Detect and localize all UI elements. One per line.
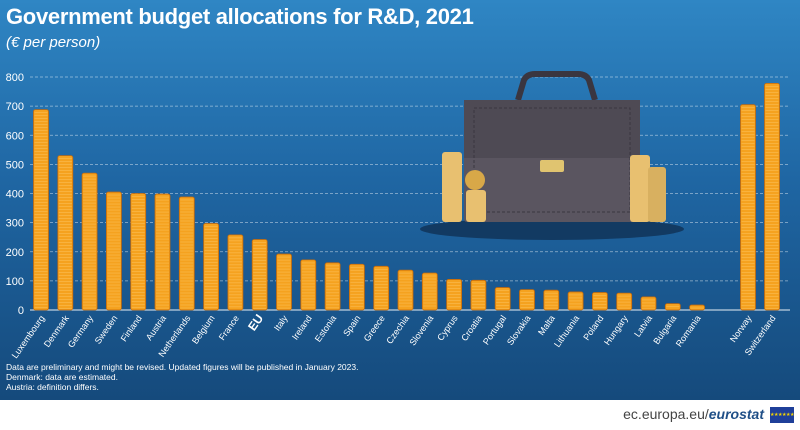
bar-norway: [740, 104, 756, 311]
bar-chart: 0 100 200 300 400 500 600 700 800 LuxembourgDenm…: [6, 71, 780, 360]
y-tick-labels: 0 100 200 300 400 500 600 700 800: [6, 72, 24, 317]
x-tick-label: Poland: [581, 313, 605, 342]
bar-denmark: [57, 155, 74, 311]
bar-italy: [276, 253, 292, 311]
chart-subtitle: (€ per person): [6, 34, 101, 51]
x-tick-label: Lithuania: [552, 313, 581, 349]
bar-latvia: [640, 296, 657, 311]
bar-belgium: [203, 223, 220, 311]
bar-spain: [348, 263, 365, 311]
coin-standing: [465, 170, 485, 190]
shadow-ellipse: [420, 218, 684, 240]
bar-portugal: [494, 287, 511, 311]
coin-stack-small: [466, 190, 486, 222]
briefcase-illustration: [420, 71, 684, 240]
bar-romania: [689, 304, 705, 311]
bar-france: [227, 234, 244, 311]
y-tick-label: 700: [6, 101, 24, 113]
bars: [33, 83, 780, 311]
briefcase-clasp: [540, 160, 564, 172]
x-tick-label: Italy: [272, 313, 290, 333]
x-tick-label: EU: [245, 312, 266, 334]
x-tick-label: Malta: [536, 313, 557, 337]
bar-ireland: [300, 259, 317, 311]
x-tick-label: Austria: [144, 313, 168, 342]
bar-hungary: [616, 292, 633, 311]
footnote-austria: Austria: definition differs.: [6, 382, 99, 392]
x-tick-label: Ireland: [290, 313, 314, 341]
chart-title: Government budget allocations for R&D, 2…: [6, 4, 474, 29]
eu-flag-icon: ★★★★★★: [770, 407, 794, 423]
bar-austria: [154, 193, 171, 311]
footer-bar: ec.europa.eu/eurostat ★★★★★★: [0, 400, 800, 430]
x-tick-label: Belgium: [190, 313, 217, 345]
y-tick-label: 500: [6, 159, 24, 171]
y-tick-label: 0: [18, 305, 24, 317]
bar-netherlands: [178, 196, 195, 311]
coin-stack-left: [442, 152, 462, 222]
y-tick-label: 600: [6, 130, 24, 142]
x-tick-label: Slovenia: [407, 313, 435, 347]
footnotes: Data are preliminary and might be revise…: [6, 362, 358, 392]
y-tick-label: 800: [6, 72, 24, 84]
chart-panel: Government budget allocations for R&D, 2…: [0, 0, 800, 400]
y-tick-label: 100: [6, 276, 24, 288]
x-tick-label: Romania: [674, 313, 703, 348]
x-tick-label: Latvia: [632, 313, 654, 338]
bar-greece: [373, 265, 390, 311]
bar-slovenia: [421, 272, 438, 311]
briefcase-flap: [464, 100, 640, 158]
coin-stack-right-b: [648, 167, 666, 222]
y-tick-label: 400: [6, 189, 24, 201]
x-tick-label: Spain: [341, 313, 362, 338]
y-tick-label: 300: [6, 218, 24, 230]
coin-stack-right-a: [630, 155, 650, 222]
bar-germany: [81, 172, 98, 311]
x-tick-label: Finland: [119, 313, 144, 343]
bar-finland: [130, 193, 147, 311]
bar-sweden: [106, 191, 122, 311]
x-tick-label: Cyprus: [435, 313, 460, 342]
x-tick-label: Hungary: [602, 313, 630, 347]
coin-stacks: [442, 152, 666, 222]
x-tick-label: Slovakia: [505, 313, 533, 347]
source-site: ec.europa.eu/: [623, 406, 709, 422]
source-brand[interactable]: ec.europa.eu/eurostat: [623, 406, 764, 422]
x-tick-label: Greece: [362, 313, 387, 343]
bar-switzerland: [764, 83, 780, 311]
eurostat-wordmark: eurostat: [708, 406, 764, 422]
x-tick-label: Sweden: [93, 313, 120, 345]
x-tick-label: Croatia: [459, 313, 484, 343]
footnote-preliminary: Data are preliminary and might be revise…: [6, 362, 359, 372]
x-tick-label: Germany: [66, 313, 96, 349]
bar-estonia: [324, 262, 341, 311]
x-tick-label: Luxembourg: [10, 313, 47, 360]
bar-eu: [251, 239, 268, 311]
briefcase-handle: [515, 71, 598, 101]
x-tick-label: Estonia: [313, 313, 338, 343]
footnote-denmark: Denmark: data are estimated.: [6, 372, 118, 382]
y-tick-label: 200: [6, 247, 24, 259]
x-tick-label: France: [217, 313, 241, 342]
